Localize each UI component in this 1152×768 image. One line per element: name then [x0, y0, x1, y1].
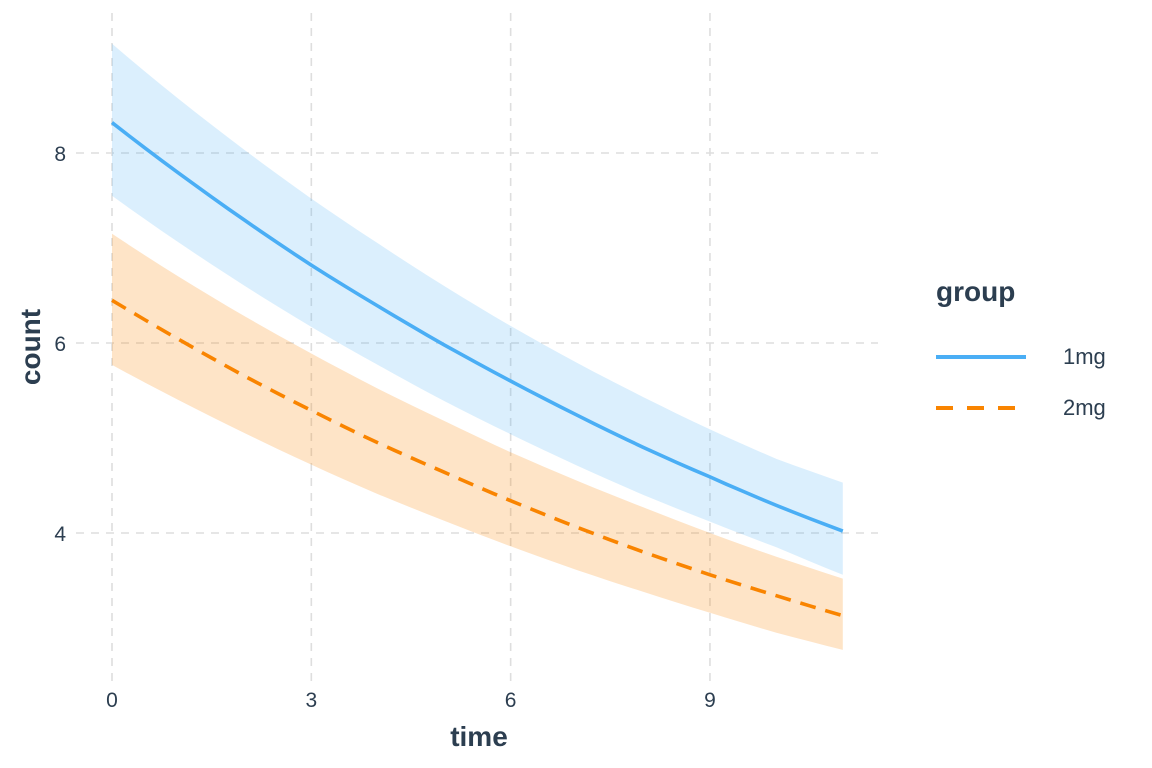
legend-entry-2mg: 2mg — [935, 396, 1106, 420]
series-lines — [110, 121, 844, 618]
legend-key-dashed-line — [936, 406, 1026, 410]
x-tick-labels: 0 3 6 9 — [106, 689, 716, 712]
x-tick-label-9: 9 — [704, 689, 716, 712]
x-tick-label-6: 6 — [505, 689, 517, 712]
x-tick-label-3: 3 — [305, 689, 317, 712]
legend-label: 1mg — [1063, 344, 1106, 369]
legend-entry-1mg: 1mg — [935, 345, 1106, 369]
x-tick-label-0: 0 — [106, 689, 118, 712]
x-axis-title: time — [450, 721, 508, 752]
y-tick-labels: 4 6 8 — [54, 143, 66, 546]
confidence-ribbons — [112, 43, 843, 650]
line-1mg — [110, 121, 844, 533]
y-tick-label-4: 4 — [54, 523, 66, 546]
legend-title: group — [936, 276, 1016, 307]
ribbon-1mg — [112, 43, 843, 575]
gridlines — [76, 13, 878, 681]
y-tick-label-8: 8 — [54, 143, 66, 166]
y-axis-title: count — [15, 309, 46, 385]
ribbon-2mg — [112, 233, 843, 650]
legend-key-solid-line — [936, 355, 1026, 359]
legend-label: 2mg — [1063, 395, 1106, 420]
line-2mg — [111, 298, 844, 618]
y-tick-label-6: 6 — [54, 333, 66, 356]
